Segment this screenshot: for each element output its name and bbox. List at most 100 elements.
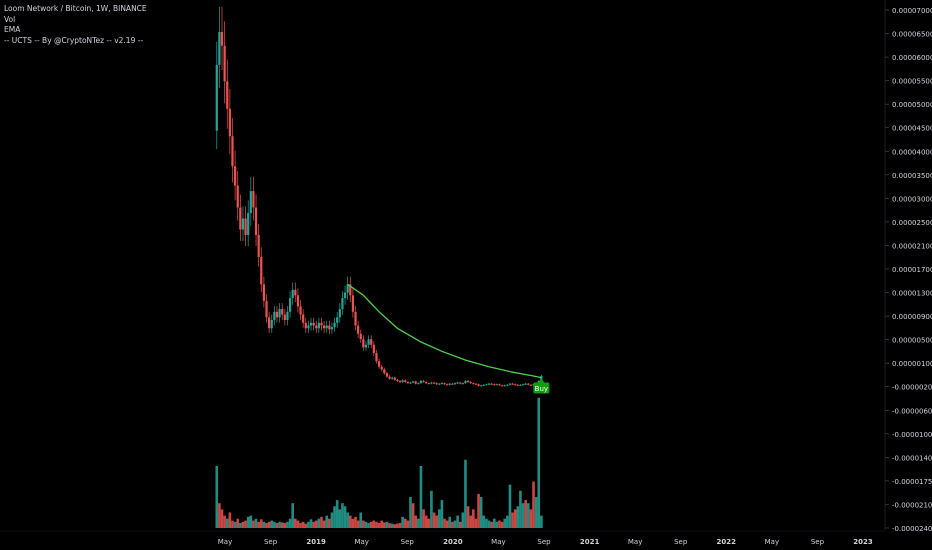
- volume-bar: [393, 524, 397, 528]
- price-axis-label: -0.00001000: [892, 431, 932, 439]
- volume-bar: [249, 515, 253, 528]
- time-axis-label: Sep: [811, 538, 825, 546]
- volume-bar: [534, 497, 538, 528]
- volume-bar: [437, 509, 441, 528]
- candle: [430, 381, 433, 385]
- volume-bar: [529, 509, 533, 528]
- volume-bar: [346, 512, 349, 528]
- volume-bar: [280, 522, 284, 528]
- volume-bar: [218, 503, 221, 528]
- candle: [527, 382, 530, 386]
- volume-bar: [267, 521, 271, 528]
- candle: [288, 291, 292, 318]
- candle: [480, 384, 483, 387]
- candle: [521, 383, 525, 386]
- volume-bar: [430, 490, 433, 528]
- volume-bar: [469, 515, 473, 528]
- candle: [218, 6, 221, 88]
- candle: [524, 382, 527, 385]
- volume-bar: [244, 520, 247, 528]
- volume-bar: [328, 518, 331, 528]
- volume-bar: [411, 503, 415, 528]
- volume-bar: [320, 516, 323, 528]
- candle: [351, 288, 354, 318]
- volume-bar: [537, 397, 541, 528]
- price-axis-label: 0.00004000: [892, 148, 932, 156]
- candle: [498, 383, 501, 386]
- candle: [328, 320, 331, 334]
- price-axis-label: 0.00002100: [892, 242, 932, 250]
- volume-bar: [443, 518, 446, 528]
- volume-bar: [398, 523, 402, 528]
- candle: [396, 378, 399, 382]
- volume-bar: [312, 521, 315, 528]
- volume-bar: [500, 521, 504, 528]
- volume-bar: [215, 466, 219, 528]
- candle: [474, 382, 478, 385]
- candle: [304, 317, 307, 333]
- time-axis-label: May: [354, 538, 368, 546]
- candle: [349, 276, 352, 303]
- volume-bar: [283, 523, 287, 528]
- candle: [249, 176, 252, 226]
- candle: [262, 276, 265, 308]
- volume-bar: [348, 515, 352, 528]
- volume-bar: [477, 493, 480, 528]
- candle: [448, 382, 451, 386]
- candle: [268, 311, 271, 333]
- candle: [312, 317, 315, 331]
- ema-line: [347, 283, 542, 379]
- candle: [391, 376, 394, 380]
- volume-bar: [341, 503, 344, 528]
- legend-vol: Vol: [4, 14, 16, 24]
- candle: [383, 367, 386, 375]
- volume-bar: [270, 520, 274, 528]
- candle: [409, 381, 412, 384]
- candle: [414, 380, 417, 385]
- candle: [241, 206, 245, 242]
- candle: [236, 170, 239, 221]
- candle: [482, 384, 485, 386]
- volume-bar: [335, 500, 339, 528]
- candle: [338, 303, 341, 323]
- volume-bar: [228, 512, 232, 528]
- price-axis-label: 0.00003500: [892, 172, 932, 180]
- volume-bar: [519, 490, 522, 528]
- candle: [346, 276, 349, 300]
- candle: [493, 383, 496, 386]
- price-axis-label: -0.00002400: [892, 525, 932, 533]
- candle: [223, 21, 226, 104]
- volume-bar: [246, 516, 250, 528]
- candle: [529, 384, 533, 386]
- price-axis-label: -0.00001400: [892, 454, 932, 462]
- candle: [370, 335, 373, 349]
- candle: [472, 382, 475, 385]
- volume-bar: [451, 521, 454, 528]
- volume-bar: [388, 523, 391, 528]
- candle: [425, 381, 428, 384]
- volume-bar: [351, 518, 355, 528]
- candle: [228, 88, 231, 155]
- candle: [294, 282, 297, 303]
- volume-bar: [448, 516, 452, 528]
- legend-symbol: Loom Network / Bitcoin, 1W, BINANCE: [4, 4, 147, 13]
- volume-bar: [513, 509, 517, 528]
- price-axis-label: 0.00001700: [892, 266, 932, 274]
- legend-ucts: -- UCTS -- By @CryptoNTez -- v2.19 --: [4, 35, 144, 45]
- candle: [367, 335, 370, 349]
- volume-bar: [369, 521, 373, 528]
- volume-bar: [362, 520, 365, 528]
- candle: [354, 306, 357, 331]
- volume-bar: [252, 520, 255, 528]
- candle: [461, 382, 464, 385]
- volume-bar: [385, 521, 389, 528]
- candle: [432, 381, 436, 384]
- volume-bar: [466, 506, 470, 528]
- candle: [438, 382, 441, 385]
- volume-bar: [456, 515, 459, 528]
- volume-bar: [275, 523, 279, 528]
- candle: [501, 384, 504, 387]
- volume-bar: [511, 512, 514, 528]
- buy-signal-box: [533, 382, 550, 394]
